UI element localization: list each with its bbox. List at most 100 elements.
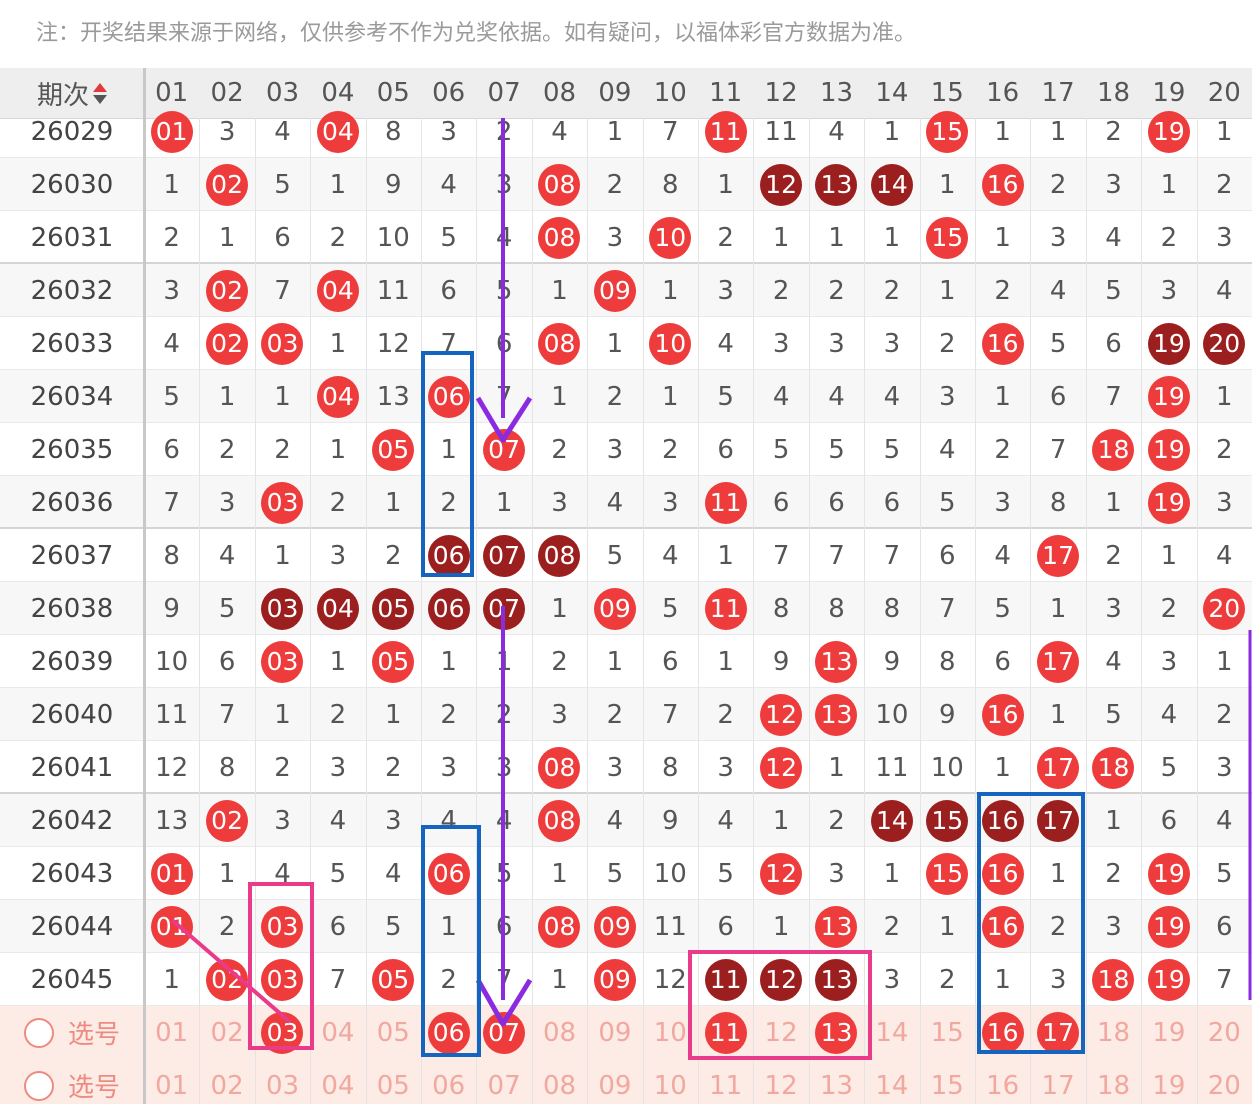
select-number-08[interactable]: 08 xyxy=(542,1070,577,1101)
drawn-ball-cell: 11 xyxy=(698,105,753,158)
select-row-label: 选号 xyxy=(67,1020,120,1050)
drawn-ball: 17 xyxy=(1037,799,1080,842)
select-number-01[interactable]: 01 xyxy=(155,1070,189,1101)
drawn-ball: 01 xyxy=(150,905,193,948)
select-row-toggle[interactable]: 选号 xyxy=(0,1006,144,1059)
sort-icon[interactable] xyxy=(93,82,107,104)
selected-ball[interactable]: 17 xyxy=(1037,1011,1080,1054)
select-number-15[interactable]: 15 xyxy=(930,1017,964,1048)
omission-value: 1 xyxy=(274,381,291,412)
select-number-14[interactable]: 14 xyxy=(875,1017,909,1048)
radio-circle-icon[interactable] xyxy=(23,1017,54,1048)
drawn-ball-cell: 08 xyxy=(532,529,587,582)
drawn-ball-cell: 08 xyxy=(532,794,587,847)
select-number-06[interactable]: 06 xyxy=(421,1006,476,1059)
select-number-16[interactable]: 16 xyxy=(975,1006,1030,1059)
select-number-16[interactable]: 16 xyxy=(986,1070,1020,1101)
drawn-ball-cell: 17 xyxy=(1030,741,1085,794)
select-number-04[interactable]: 04 xyxy=(321,1017,355,1048)
omission-value: 1 xyxy=(939,275,956,306)
selected-ball[interactable]: 13 xyxy=(815,1011,858,1054)
omission-value: 11 xyxy=(764,116,798,147)
omission-value: 1 xyxy=(329,169,347,200)
selected-ball[interactable]: 03 xyxy=(261,1011,304,1054)
drawn-ball: 04 xyxy=(316,110,359,153)
select-row-toggle[interactable]: 选号 xyxy=(0,1059,144,1104)
select-number-20[interactable]: 20 xyxy=(1207,1017,1241,1048)
selected-ball[interactable]: 07 xyxy=(483,1011,526,1054)
select-number-03[interactable]: 03 xyxy=(265,1070,300,1101)
table-row: 26036 7 3 03 2 1 2 1 3 4 3 11 6 6 6 5 3 8 1 19 3 xyxy=(0,476,1252,529)
omission-value: 1 xyxy=(551,964,568,995)
omission-value: 1 xyxy=(163,964,180,995)
column-divider xyxy=(254,118,256,1104)
select-number-14[interactable]: 14 xyxy=(875,1070,909,1101)
select-number-09[interactable]: 09 xyxy=(598,1070,632,1101)
omission-value: 7 xyxy=(1049,434,1067,465)
select-number-15[interactable]: 15 xyxy=(930,1070,964,1101)
select-number-11[interactable]: 11 xyxy=(709,1070,743,1101)
select-number-10[interactable]: 10 xyxy=(653,1017,687,1048)
select-number-08[interactable]: 08 xyxy=(542,1017,577,1048)
select-number-05[interactable]: 05 xyxy=(376,1017,410,1048)
select-number-17[interactable]: 17 xyxy=(1041,1070,1075,1101)
omission-value: 2 xyxy=(551,646,568,677)
select-number-18[interactable]: 18 xyxy=(1096,1070,1131,1101)
selected-ball[interactable]: 06 xyxy=(427,1011,470,1054)
select-number-10[interactable]: 10 xyxy=(653,1070,687,1101)
select-number-20[interactable]: 20 xyxy=(1207,1070,1241,1101)
select-number-07[interactable]: 07 xyxy=(476,1006,531,1059)
selected-ball[interactable]: 16 xyxy=(981,1011,1024,1054)
select-number-02[interactable]: 02 xyxy=(210,1070,244,1101)
select-number-05[interactable]: 05 xyxy=(376,1070,410,1101)
select-number-17[interactable]: 17 xyxy=(1030,1006,1085,1059)
header-number-05: 05 xyxy=(376,78,410,108)
issue-number: 26032 xyxy=(30,275,114,306)
select-number-06[interactable]: 06 xyxy=(432,1070,466,1101)
omission-value: 1 xyxy=(551,381,568,412)
selected-ball[interactable]: 11 xyxy=(704,1011,747,1054)
select-number-07[interactable]: 07 xyxy=(487,1070,521,1101)
drawn-ball-cell: 06 xyxy=(421,847,476,900)
omission-value: 9 xyxy=(385,169,402,200)
select-number-02[interactable]: 02 xyxy=(210,1017,244,1048)
omission-value: 4 xyxy=(274,116,291,147)
header-number-01: 01 xyxy=(155,78,189,108)
omission-value: 6 xyxy=(883,487,901,518)
drawn-ball: 01 xyxy=(150,852,193,895)
table-row: 26030 1 02 5 1 9 4 3 08 2 8 1 12 13 14 1 16 2 3 1 2 xyxy=(0,158,1252,211)
omission-value: 1 xyxy=(551,858,568,889)
drawn-ball: 08 xyxy=(538,905,581,948)
omission-value: 1 xyxy=(495,646,513,677)
drawn-ball-cell: 01 xyxy=(144,847,199,900)
select-number-13[interactable]: 13 xyxy=(819,1070,854,1101)
header-number-13: 13 xyxy=(819,78,854,108)
select-number-12[interactable]: 12 xyxy=(764,1017,798,1048)
select-number-19[interactable]: 19 xyxy=(1152,1070,1186,1101)
omission-value: 12 xyxy=(653,964,687,995)
omission-value: 3 xyxy=(1049,222,1067,253)
drawn-ball-cell: 06 xyxy=(421,529,476,582)
issue-sort-header[interactable]: 期次 xyxy=(0,68,144,118)
omission-value: 6 xyxy=(1049,381,1067,412)
drawn-ball: 15 xyxy=(926,216,969,259)
select-number-12[interactable]: 12 xyxy=(764,1070,798,1101)
drawn-ball: 08 xyxy=(538,216,581,259)
select-number-03[interactable]: 03 xyxy=(255,1006,310,1059)
radio-circle-icon[interactable] xyxy=(23,1070,54,1101)
select-number-01[interactable]: 01 xyxy=(155,1017,189,1048)
header-number-07: 07 xyxy=(487,78,521,108)
select-number-13[interactable]: 13 xyxy=(809,1006,864,1059)
omission-value: 1 xyxy=(1049,699,1067,730)
select-number-04[interactable]: 04 xyxy=(321,1070,355,1101)
select-number-18[interactable]: 18 xyxy=(1096,1017,1131,1048)
drawn-ball: 06 xyxy=(427,534,470,577)
omission-value: 4 xyxy=(1216,275,1233,306)
drawn-ball-cell: 19 xyxy=(1141,317,1196,370)
select-number-11[interactable]: 11 xyxy=(698,1006,753,1059)
omission-value: 8 xyxy=(1049,487,1067,518)
select-number-19[interactable]: 19 xyxy=(1152,1017,1186,1048)
omission-value: 5 xyxy=(994,593,1011,624)
select-number-09[interactable]: 09 xyxy=(598,1017,632,1048)
omission-value: 7 xyxy=(883,540,901,571)
